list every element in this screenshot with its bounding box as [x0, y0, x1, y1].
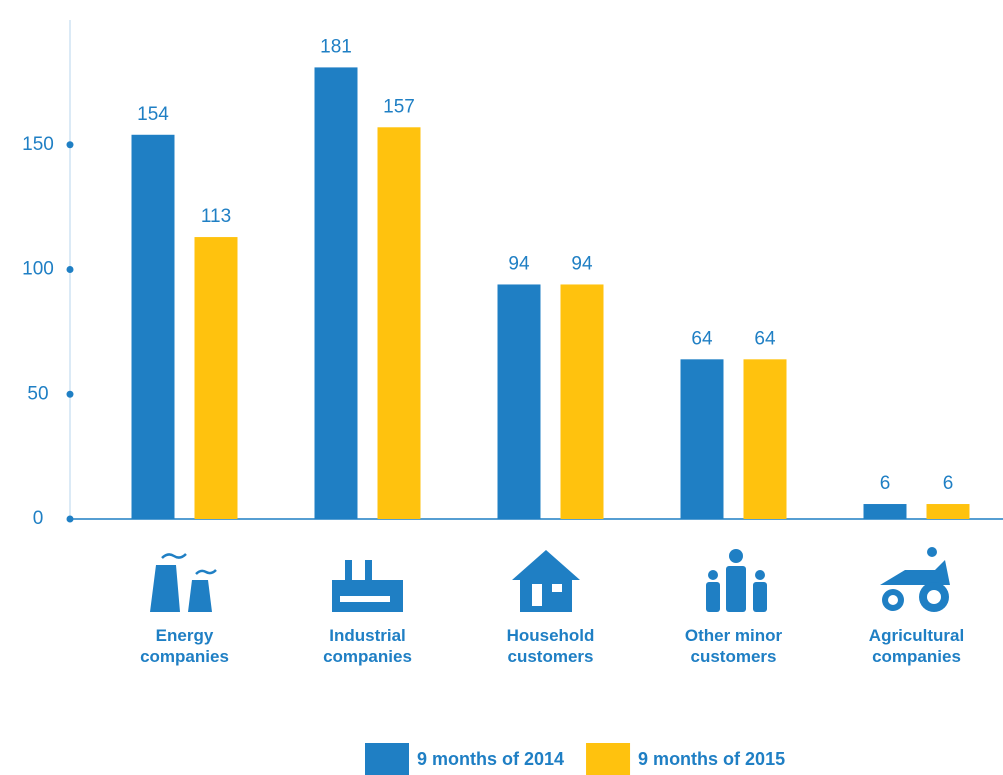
bar — [560, 284, 604, 519]
value-label: 181 — [320, 36, 352, 57]
icon-person — [729, 549, 743, 563]
value-label: 64 — [691, 328, 713, 349]
icon-person — [755, 570, 765, 580]
icon-energy — [150, 565, 212, 612]
value-label: 113 — [201, 206, 231, 227]
icon-industry — [332, 560, 403, 612]
icon-person — [706, 582, 720, 612]
value-label: 94 — [571, 253, 593, 274]
bar — [194, 237, 238, 519]
bar — [926, 504, 970, 519]
x-tick-label: Other minor customers — [684, 626, 783, 666]
icon-tractor — [880, 560, 950, 585]
y-tick-label: 0 — [33, 508, 44, 529]
x-tick-label: Industrial companies — [323, 626, 412, 666]
tick-dot — [66, 515, 74, 523]
bar — [743, 359, 787, 519]
value-label: 94 — [508, 253, 530, 274]
bar — [377, 127, 421, 519]
icon-smoke — [161, 553, 217, 575]
x-tick-label: Energy companies — [140, 626, 229, 666]
tick-dot — [66, 141, 74, 149]
icon-person — [753, 582, 767, 612]
value-label: 64 — [754, 328, 776, 349]
legend-label: 9 months of 2014 — [417, 749, 564, 769]
x-tick-label: Household customers — [506, 626, 595, 666]
bar — [497, 284, 541, 519]
x-tick-label: Agricultural companies — [868, 626, 965, 666]
icon-window — [552, 584, 562, 592]
icons — [150, 547, 950, 612]
value-label: 6 — [943, 473, 954, 494]
value-label: 157 — [383, 96, 415, 117]
bar — [863, 504, 907, 519]
y-tick-label: 50 — [27, 383, 48, 404]
bar — [314, 67, 358, 519]
value-label: 6 — [880, 473, 891, 494]
icon-window — [340, 596, 390, 602]
icon-house — [512, 550, 580, 612]
icon-hub — [927, 590, 941, 604]
legend-swatch — [586, 743, 631, 775]
legend-swatch — [365, 743, 409, 775]
y-tick-label: 100 — [22, 259, 54, 280]
tick-dot — [66, 266, 74, 273]
legend-label: 9 months of 2015 — [638, 749, 785, 769]
icon-door — [532, 584, 542, 606]
tick-dot — [66, 390, 74, 398]
icon-hub — [888, 595, 898, 605]
bar — [131, 134, 175, 519]
icon-driver — [927, 547, 937, 557]
icon-person — [708, 570, 718, 580]
bar — [680, 359, 724, 519]
value-label: 154 — [137, 104, 169, 125]
y-tick-label: 150 — [22, 134, 54, 155]
icon-person — [726, 566, 746, 612]
